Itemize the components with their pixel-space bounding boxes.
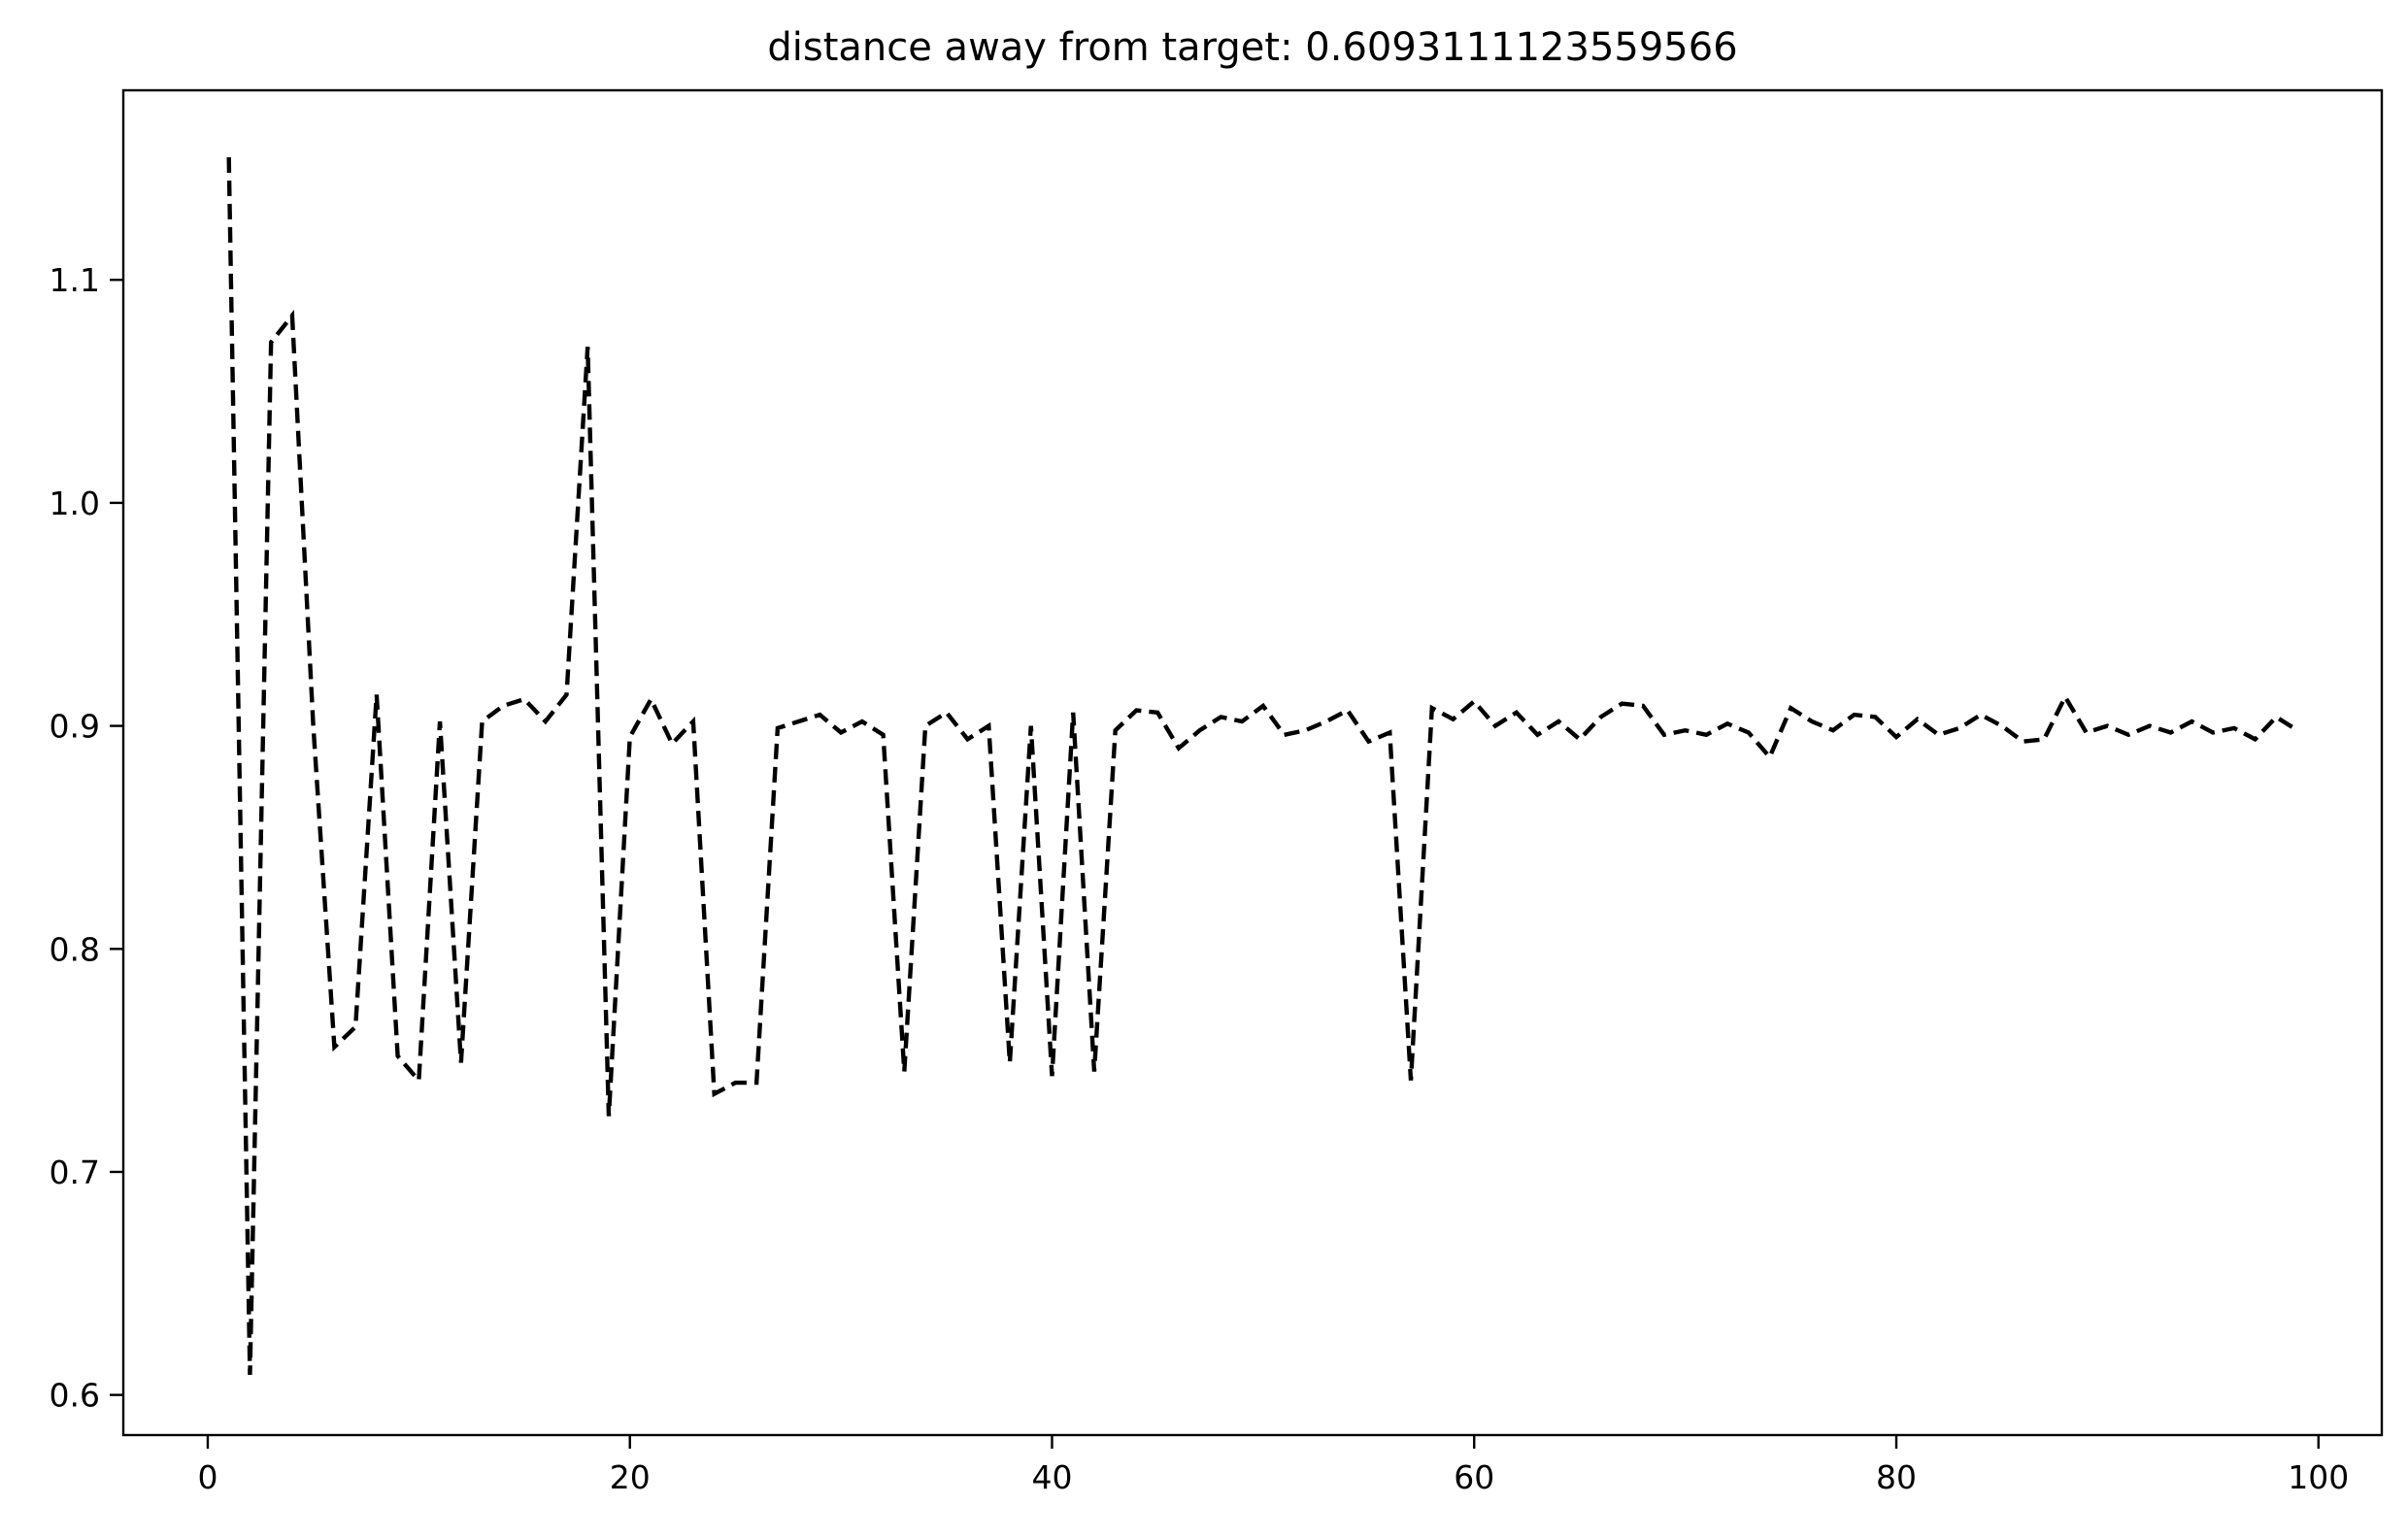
chart-title: distance away from target: 0.60931111235…: [767, 25, 1737, 70]
y-tick-label: 0.9: [50, 708, 100, 746]
y-tick-label: 0.6: [50, 1377, 100, 1415]
x-tick-label: 100: [2288, 1458, 2349, 1496]
y-tick-label: 1.0: [50, 485, 100, 522]
y-axis-ticks: 0.6 0.7 0.8 0.9 1.0 1.1: [50, 261, 123, 1415]
x-axis-ticks: 0 20 40 60 80 100: [197, 1435, 2349, 1496]
y-tick-label: 1.1: [50, 261, 100, 299]
x-tick-label: 80: [1876, 1458, 1917, 1496]
x-tick-label: 20: [610, 1458, 651, 1496]
y-tick-label: 0.8: [50, 930, 100, 968]
x-tick-label: 60: [1454, 1458, 1494, 1496]
x-tick-label: 40: [1031, 1458, 1072, 1496]
y-tick-label: 0.7: [50, 1154, 100, 1191]
series-line: [226, 156, 2299, 1376]
x-tick-label: 0: [197, 1458, 217, 1496]
plot-area-frame: [121, 88, 2384, 1437]
